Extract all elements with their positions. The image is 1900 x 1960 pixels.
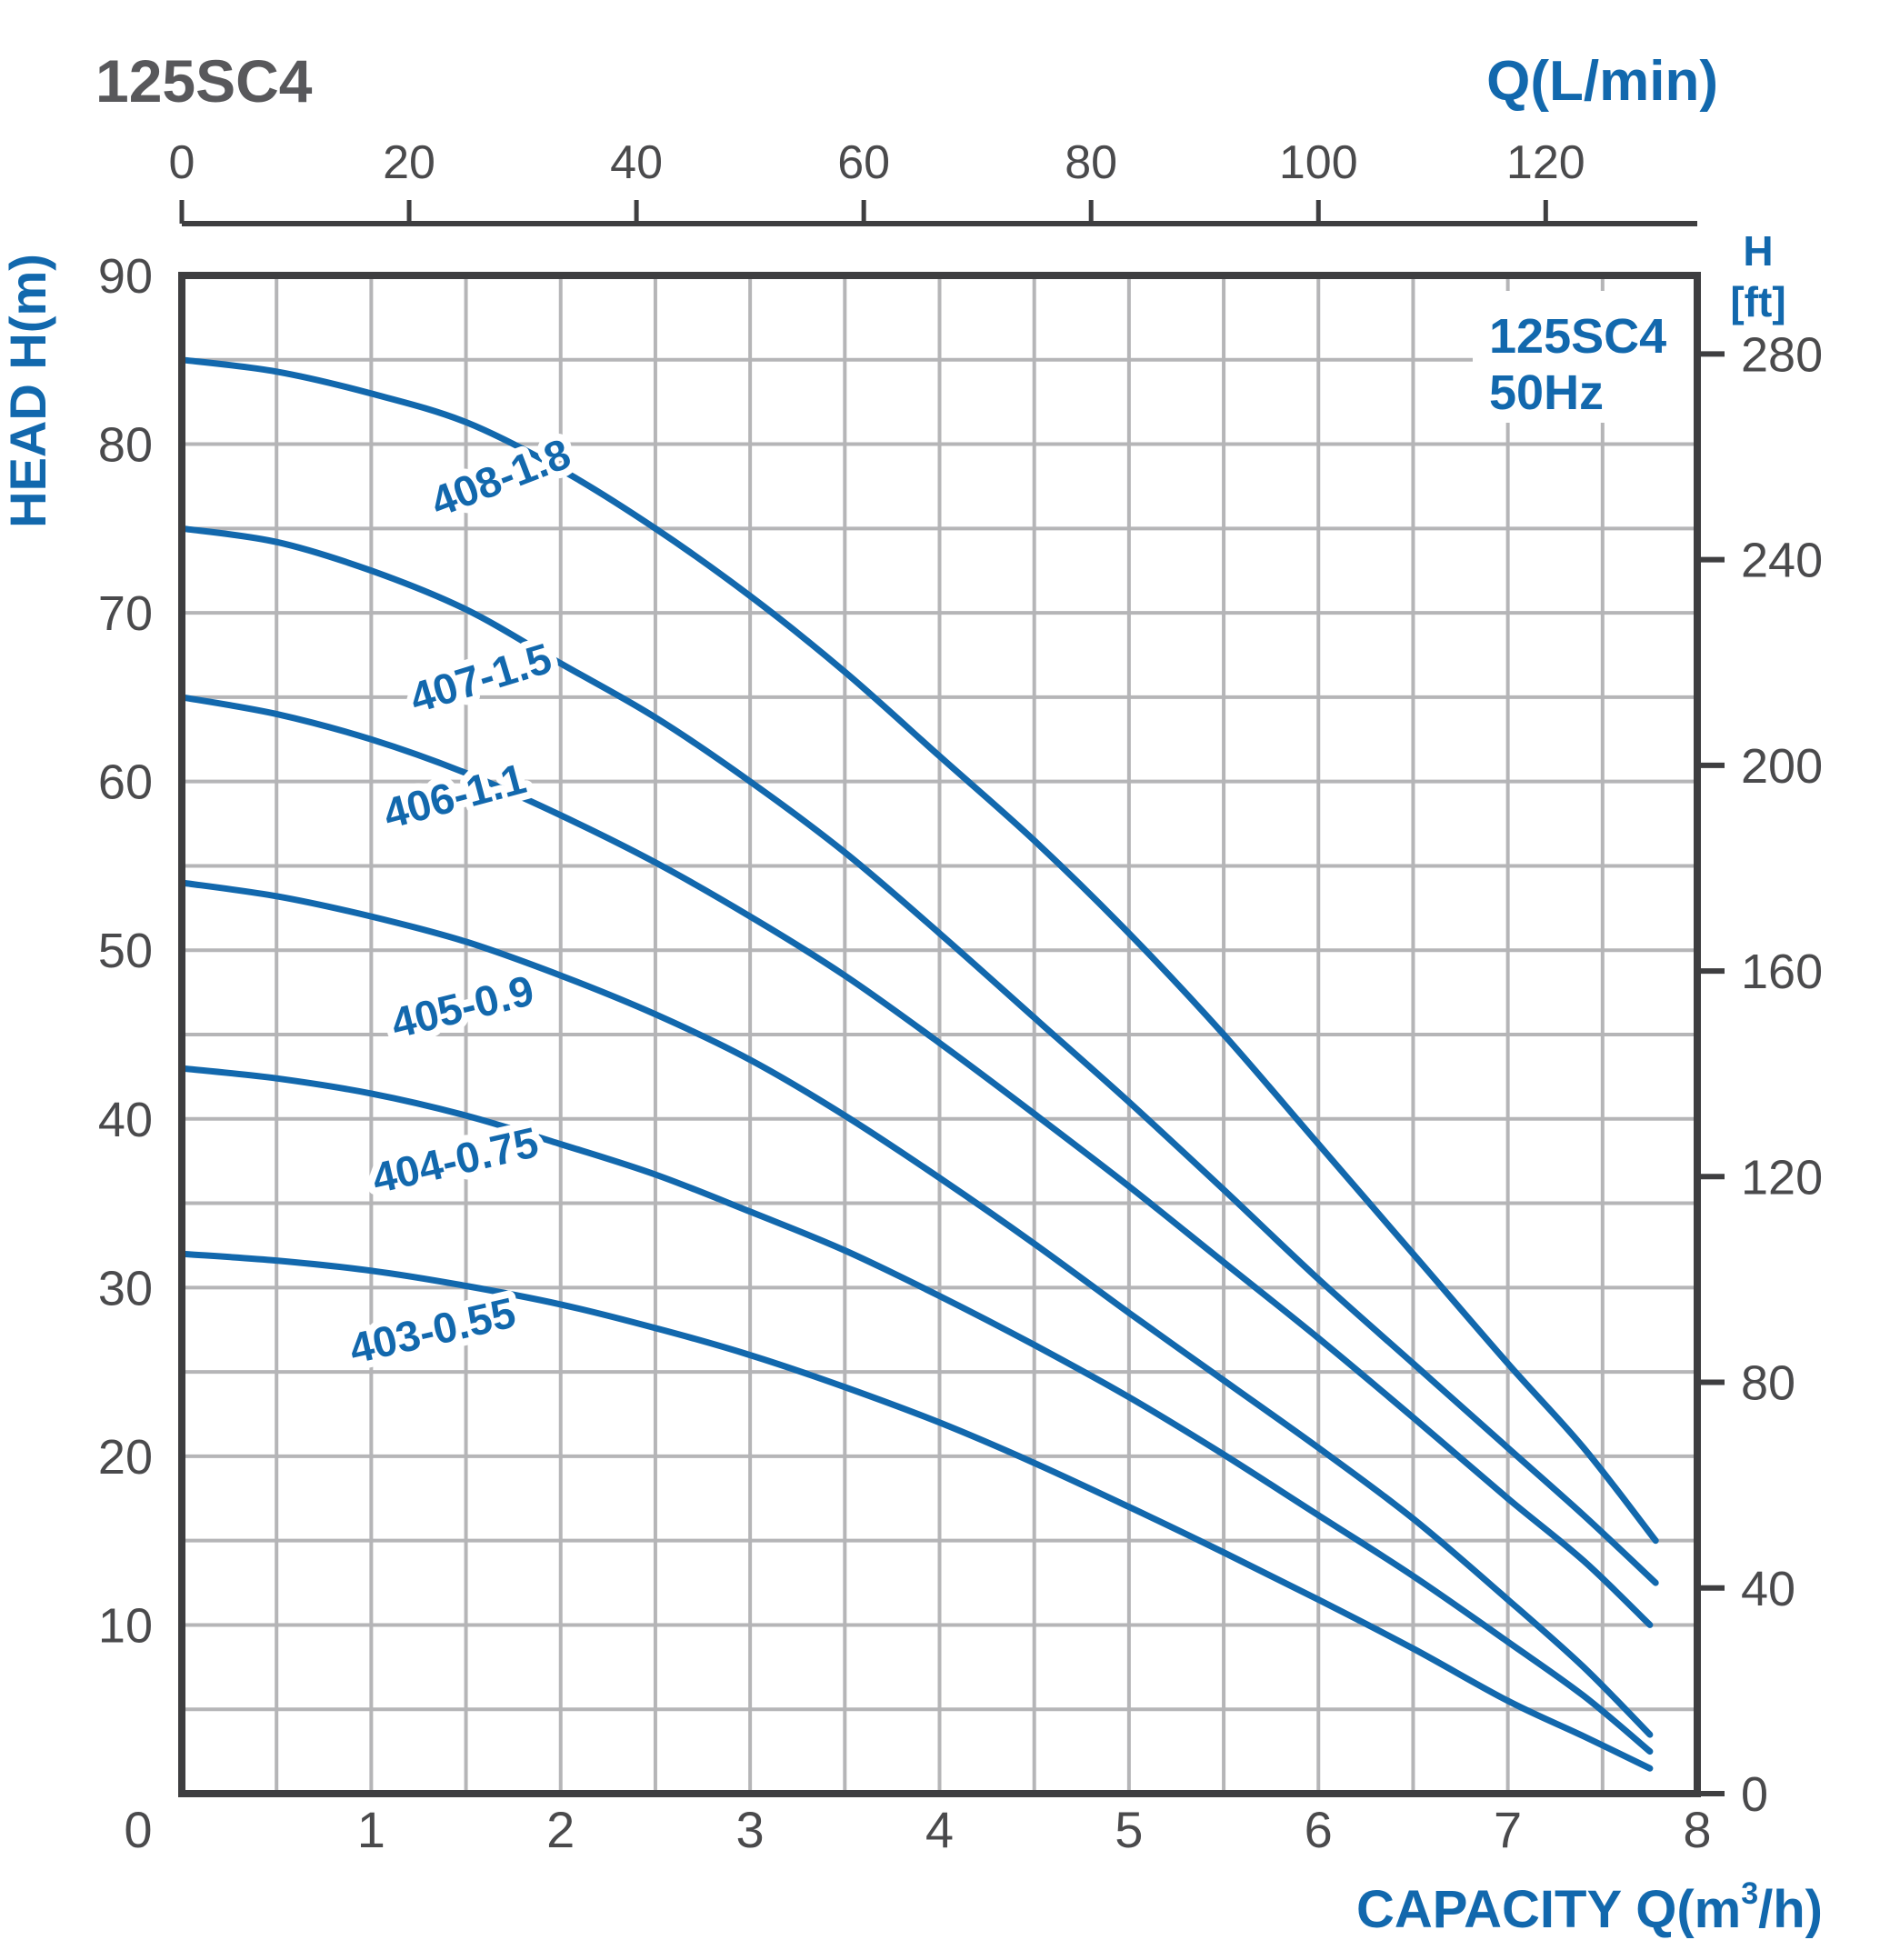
page-title: 125SC4 [95,47,313,115]
right-axis-title-h: H [1743,227,1773,275]
bottom-axis-labels: 0 1 2 3 4 5 6 7 8 [124,1801,1711,1858]
left-axis-tick-label: 20 [98,1430,153,1485]
plot-border [178,272,1701,1797]
pump-curve-405-0.9 [178,879,1654,1738]
pump-curves [178,356,1659,1772]
left-axis-tick-label: 10 [98,1598,153,1653]
pump-curve-406-1.1 [178,694,1654,1628]
bottom-axis-title: CAPACITY Q(m3/h) [1356,1876,1823,1939]
right-axis-tick-label: 280 [1741,327,1823,382]
bottom-axis-tick-label: 7 [1494,1801,1522,1858]
bottom-axis-title-prefix: CAPACITY Q(m [1356,1880,1741,1939]
pump-curve-404-0.75 [178,1065,1654,1755]
left-axis-labels: 90 80 70 60 50 40 30 20 10 [98,249,153,1653]
left-axis-title: HEAD H(m) [0,254,56,528]
right-axis-tick-label: 0 [1741,1767,1768,1822]
right-axis-tick-label: 120 [1741,1150,1823,1205]
bottom-axis-tick-label: 2 [546,1801,575,1858]
top-axis-tick-label: 20 [383,136,435,189]
legend-frequency-label: 50Hz [1489,365,1604,420]
top-axis-tick-label: 0 [169,136,195,189]
curve-label-407-1.5: 407-1.5 [405,634,557,722]
left-axis-tick-label: 70 [98,586,153,641]
curve-label-404-0.75: 404-0.75 [367,1117,543,1202]
right-axis-tick-label: 160 [1741,945,1823,999]
bottom-axis-title-suffix: /h) [1758,1880,1823,1939]
left-axis-tick-label: 40 [98,1093,153,1147]
top-axis-tick-label: 100 [1279,136,1358,189]
pump-curve-403-0.55 [178,1250,1654,1772]
bottom-axis-tick-label: 8 [1683,1801,1711,1858]
bottom-axis-tick-label: 6 [1305,1801,1333,1858]
bottom-axis-tick-label: 5 [1115,1801,1143,1858]
left-axis-tick-label: 60 [98,755,153,810]
left-axis-tick-label: 30 [98,1261,153,1315]
right-axis-title-ft: [ft] [1730,278,1785,325]
right-axis-ticks: 280 240 200 160 120 80 40 0 [1697,327,1823,1822]
top-axis-ruler: 0 20 40 60 80 100 120 [169,136,1697,226]
right-axis-tick-label: 40 [1741,1562,1795,1616]
gridlines [182,275,1697,1794]
bottom-axis-tick-label: 3 [736,1801,765,1858]
top-axis-tick-label: 60 [837,136,890,189]
legend-model-label: 125SC4 [1489,309,1666,364]
bottom-axis-tick-label: 0 [124,1801,152,1858]
top-axis-tick-label: 80 [1065,136,1117,189]
right-axis-tick-label: 200 [1741,739,1823,794]
bottom-axis-tick-label: 4 [925,1801,954,1858]
pump-curve-407-1.5 [178,525,1659,1586]
pump-curve-408-1.8 [178,356,1659,1545]
right-axis-tick-label: 240 [1741,534,1823,588]
left-axis-tick-label: 80 [98,418,153,473]
top-axis-tick-label: 40 [610,136,663,189]
legend-background [1473,291,1694,423]
right-axis-tick-label: 80 [1741,1356,1795,1411]
top-axis-title: Q(L/min) [1486,50,1718,113]
top-axis-tick-label: 120 [1506,136,1585,189]
bottom-axis-title-superscript: 3 [1741,1876,1758,1911]
left-axis-tick-label: 50 [98,924,153,978]
bottom-axis-tick-label: 1 [357,1801,385,1858]
left-axis-tick-label: 90 [98,249,153,304]
